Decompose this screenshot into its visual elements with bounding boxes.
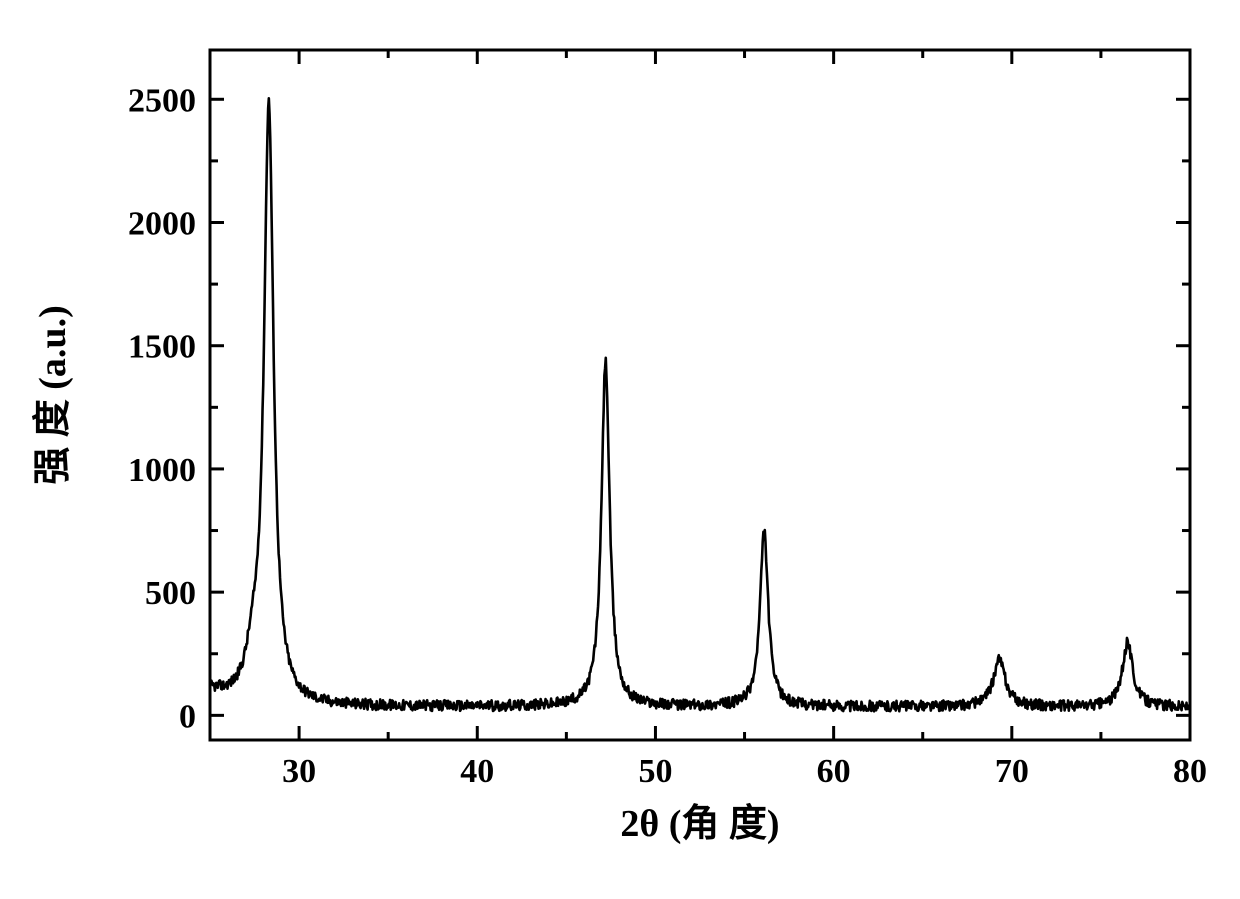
x-axis-label: 2θ (角 度) [620, 803, 779, 845]
x-tick-label: 80 [1173, 753, 1207, 790]
y-tick-label: 2000 [128, 206, 196, 243]
x-tick-label: 70 [995, 753, 1029, 790]
y-tick-label: 1000 [128, 452, 196, 489]
xrd-trace [210, 98, 1190, 711]
y-tick-label: 0 [179, 698, 196, 735]
x-tick-label: 30 [282, 753, 316, 790]
x-tick-label: 60 [817, 753, 851, 790]
plot-svg: 30 40 50 60 70 80 0 500 1000 1500 2000 2500 2θ (角 度)… [0, 0, 1240, 899]
y-tick-label: 2500 [128, 82, 196, 119]
y-axis-label: 强 度 (a.u.) [32, 305, 74, 484]
xrd-figure: 30 40 50 60 70 80 0 500 1000 1500 2000 2500 2θ (角 度)… [0, 0, 1240, 899]
y-tick-label: 1500 [128, 329, 196, 366]
x-tick-label: 50 [638, 753, 672, 790]
y-tick-label: 500 [145, 575, 196, 612]
x-tick-label: 40 [460, 753, 494, 790]
